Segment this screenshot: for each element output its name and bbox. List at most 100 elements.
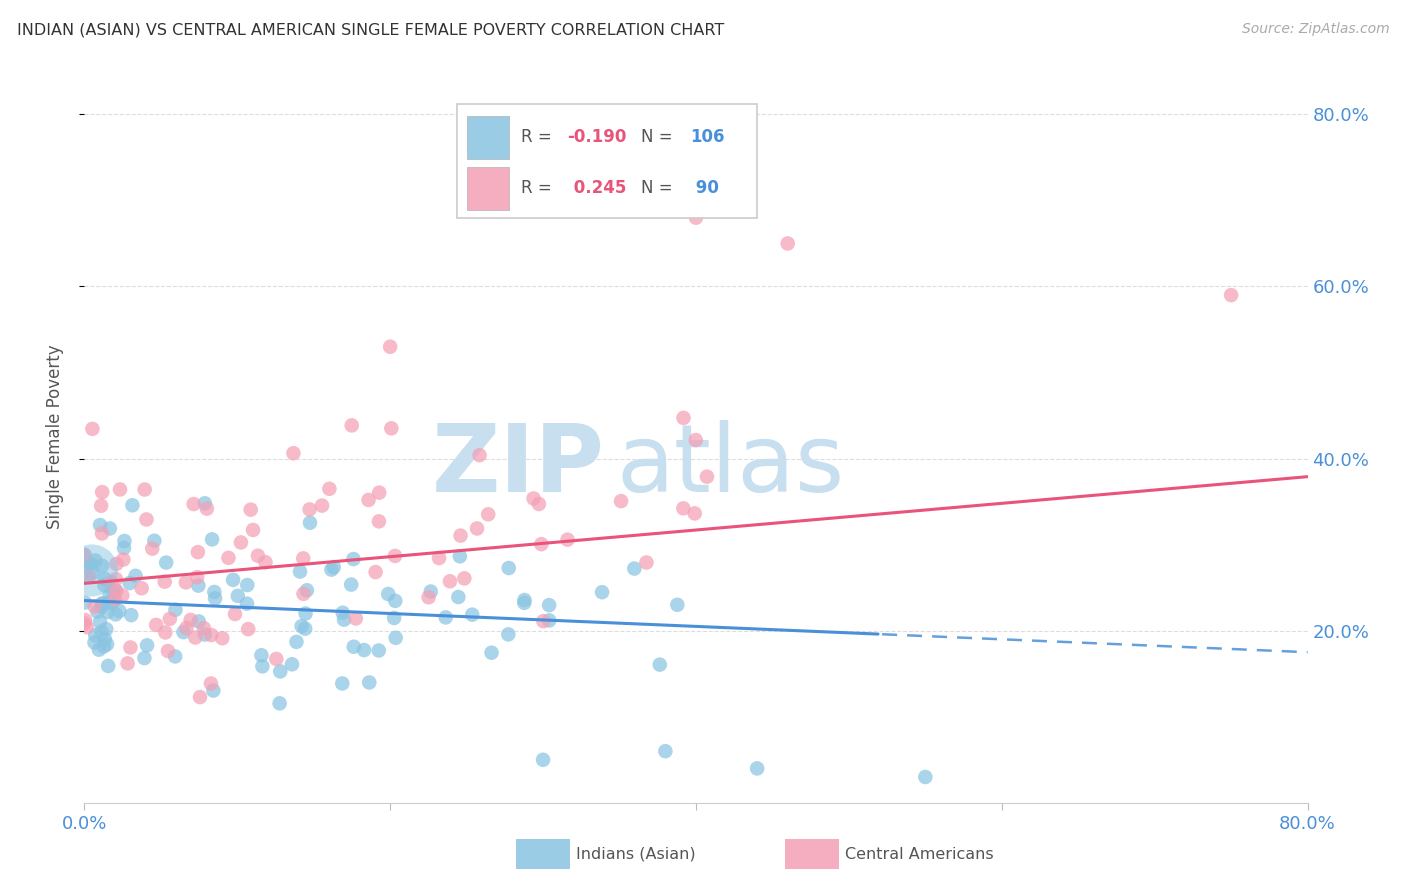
Point — [112, 541, 135, 555]
Point — [368, 485, 391, 500]
Point — [522, 491, 544, 506]
Point — [200, 676, 222, 690]
Point — [83, 635, 105, 649]
Point — [638, 194, 661, 208]
Point — [340, 418, 363, 433]
Point — [89, 615, 111, 629]
Point — [76, 559, 98, 574]
Point — [465, 521, 488, 535]
Point — [211, 631, 233, 645]
Point — [108, 604, 131, 618]
Text: R =: R = — [522, 128, 557, 146]
Point — [591, 585, 613, 599]
Point — [91, 526, 114, 541]
Point — [118, 576, 141, 591]
Point — [101, 595, 124, 609]
Point — [238, 622, 260, 636]
Point — [288, 565, 311, 579]
Point — [377, 587, 399, 601]
Point — [165, 649, 187, 664]
Point — [194, 627, 217, 641]
Point — [359, 675, 381, 690]
Point — [477, 508, 499, 522]
Point — [114, 533, 136, 548]
Point — [281, 657, 304, 672]
Point — [93, 596, 115, 610]
Point — [384, 631, 406, 645]
Point — [104, 572, 127, 586]
Point — [73, 595, 96, 609]
Point — [419, 584, 441, 599]
Text: 106: 106 — [690, 128, 724, 146]
Point — [340, 577, 363, 591]
Point — [159, 612, 181, 626]
Point — [239, 502, 262, 516]
Point — [202, 585, 225, 599]
Point — [134, 483, 156, 497]
Point — [229, 535, 252, 549]
Point — [481, 646, 503, 660]
Point — [77, 569, 100, 583]
Text: atlas: atlas — [616, 420, 845, 512]
Point — [73, 548, 96, 562]
Point — [357, 492, 380, 507]
Point — [145, 618, 167, 632]
Point — [292, 551, 315, 566]
Point — [100, 575, 122, 590]
Point — [202, 683, 225, 698]
FancyBboxPatch shape — [457, 104, 758, 218]
Text: 0.245: 0.245 — [568, 179, 626, 197]
Point — [97, 596, 120, 610]
Point — [384, 549, 406, 563]
Point — [318, 482, 340, 496]
Point — [453, 571, 475, 585]
Point — [342, 552, 364, 566]
Point — [131, 582, 153, 596]
Point — [174, 575, 197, 590]
Point — [461, 607, 484, 622]
Point — [98, 521, 121, 535]
FancyBboxPatch shape — [467, 116, 509, 159]
Point — [333, 613, 356, 627]
Point — [193, 621, 215, 635]
Y-axis label: Single Female Poverty: Single Female Poverty — [45, 345, 63, 529]
Point — [187, 579, 209, 593]
Point — [155, 556, 177, 570]
Point — [344, 611, 367, 625]
Point — [683, 507, 706, 521]
Point — [380, 340, 402, 354]
Point — [108, 483, 131, 497]
Point — [204, 591, 226, 606]
Point — [96, 605, 118, 619]
Point — [648, 657, 671, 672]
Point — [226, 589, 249, 603]
Point — [418, 591, 440, 605]
Point — [254, 555, 277, 569]
Point — [136, 638, 159, 652]
Point — [538, 598, 561, 612]
Point — [311, 499, 333, 513]
Point — [90, 624, 112, 639]
Text: Indians (Asian): Indians (Asian) — [576, 847, 696, 862]
Text: -0.190: -0.190 — [568, 128, 627, 146]
Point — [222, 573, 245, 587]
Text: N =: N = — [641, 128, 678, 146]
Point — [450, 528, 472, 542]
Point — [73, 548, 96, 562]
Text: Source: ZipAtlas.com: Source: ZipAtlas.com — [1241, 22, 1389, 37]
Text: INDIAN (ASIAN) VS CENTRAL AMERICAN SINGLE FEMALE POVERTY CORRELATION CHART: INDIAN (ASIAN) VS CENTRAL AMERICAN SINGL… — [17, 22, 724, 37]
Point — [636, 556, 658, 570]
Point — [82, 422, 104, 436]
Point — [73, 616, 96, 631]
Text: N =: N = — [641, 179, 678, 197]
Point — [447, 590, 470, 604]
Point — [330, 676, 353, 690]
Point — [623, 561, 645, 575]
Point — [298, 516, 321, 530]
Text: R =: R = — [522, 179, 557, 197]
Point — [176, 621, 198, 635]
Point — [188, 690, 211, 704]
Point — [91, 558, 114, 573]
Point — [353, 643, 375, 657]
Point — [90, 600, 112, 615]
